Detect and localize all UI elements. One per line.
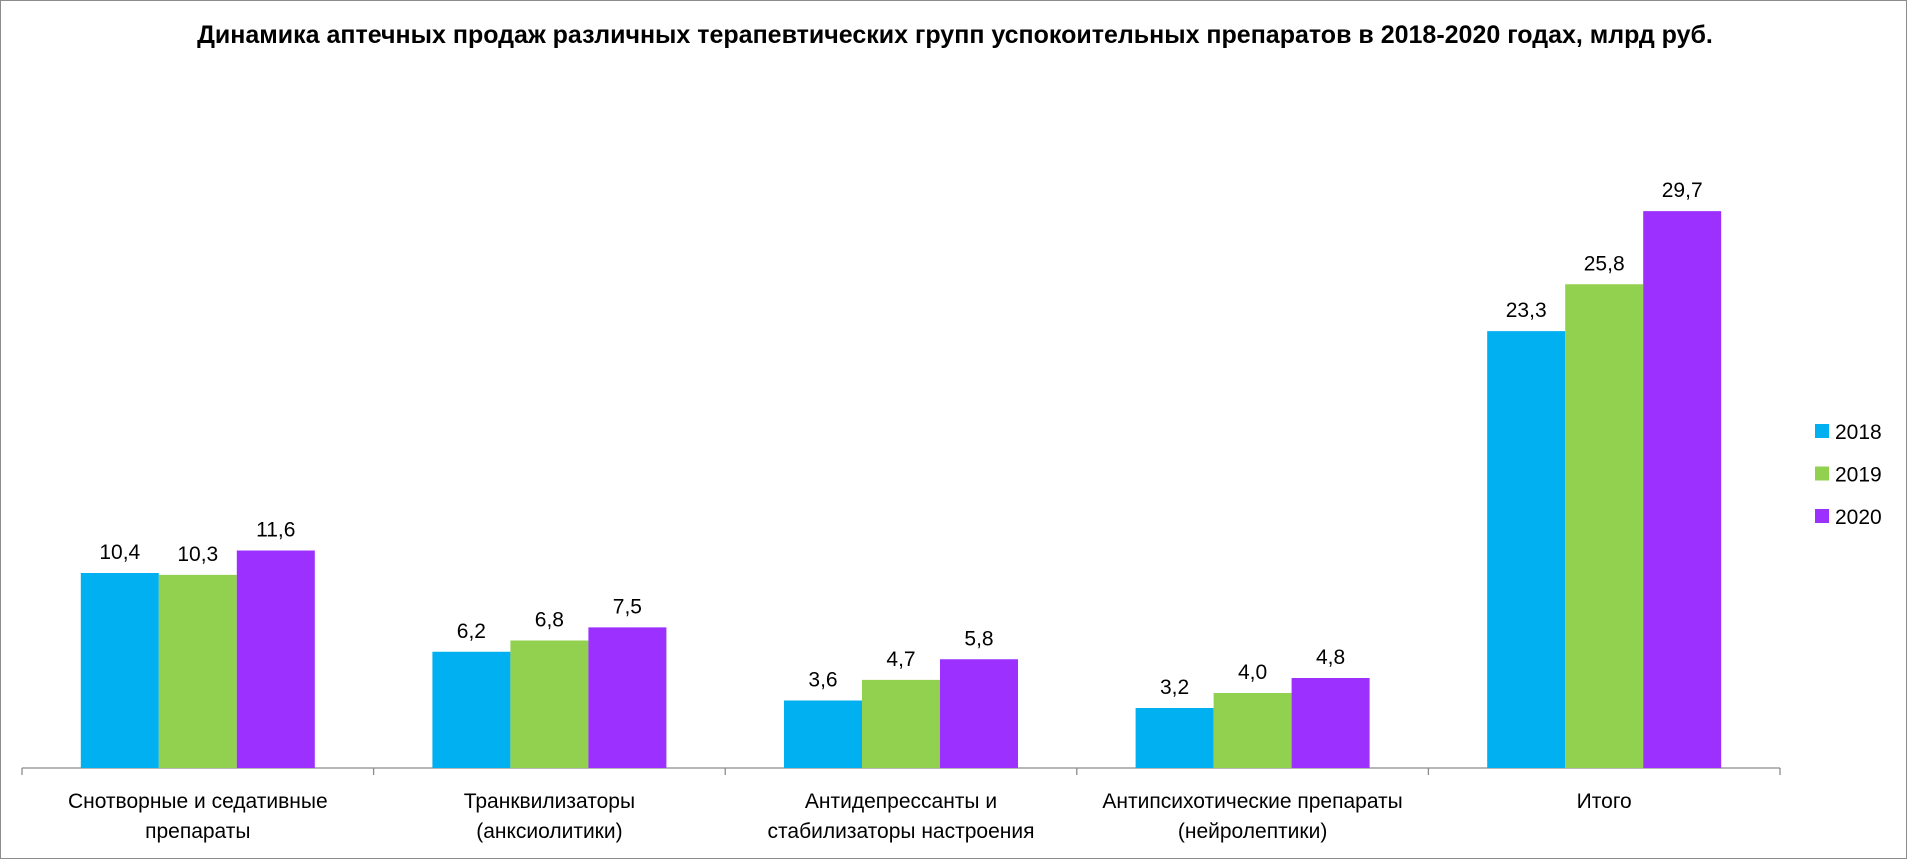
bar-2019 — [1213, 693, 1292, 768]
data-label: 10,4 — [99, 541, 140, 564]
category-label: препараты — [145, 820, 250, 843]
category-label: Снотворные и седативные — [68, 790, 328, 813]
data-label: 25,8 — [1584, 252, 1625, 275]
bar-2019 — [862, 679, 940, 768]
data-label: 4,0 — [1238, 661, 1267, 684]
bar-2020 — [1643, 211, 1722, 768]
legend-label: 2018 — [1835, 421, 1882, 444]
bar-2018 — [432, 651, 511, 768]
category-label: Итого — [1577, 790, 1632, 813]
legend-swatch-2020 — [1815, 509, 1829, 523]
legend-label: 2019 — [1835, 464, 1882, 487]
category-label: (анксиолитики) — [476, 820, 622, 843]
bar-2020 — [1291, 678, 1370, 768]
chart-title: Динамика аптечных продаж различных терап… — [197, 21, 1713, 49]
data-label: 3,6 — [808, 669, 837, 692]
data-label: 4,8 — [1316, 646, 1345, 669]
data-label: 29,7 — [1662, 179, 1703, 202]
category-label: стабилизаторы настроения — [768, 820, 1035, 843]
data-label: 3,2 — [1160, 676, 1189, 699]
bar-2018 — [80, 573, 159, 768]
category-label: Транквилизаторы — [464, 790, 635, 813]
category-label: Антидепрессанты и — [805, 790, 997, 813]
data-label: 5,8 — [964, 627, 993, 650]
data-label: 4,7 — [886, 648, 915, 671]
legend-swatch-2018 — [1815, 424, 1829, 438]
bar-2019 — [510, 640, 589, 768]
bar-2019 — [1565, 284, 1644, 768]
data-label: 10,3 — [177, 543, 218, 566]
data-label: 6,8 — [535, 609, 564, 632]
bar-2018 — [1487, 331, 1566, 768]
bar-2020 — [236, 550, 315, 768]
bar-2019 — [158, 574, 237, 768]
bar-2020 — [588, 627, 667, 768]
bar-2020 — [940, 659, 1018, 768]
data-label: 23,3 — [1506, 299, 1547, 322]
bar-2018 — [1135, 708, 1214, 768]
legend-label: 2020 — [1835, 506, 1882, 529]
data-label: 11,6 — [256, 519, 295, 542]
category-label: Антипсихотические препараты — [1102, 790, 1402, 813]
bar-2018 — [784, 700, 862, 768]
data-label: 7,5 — [613, 595, 642, 618]
category-label: (нейролептики) — [1178, 820, 1327, 843]
data-label: 6,2 — [457, 620, 486, 643]
legend-swatch-2019 — [1815, 466, 1829, 481]
